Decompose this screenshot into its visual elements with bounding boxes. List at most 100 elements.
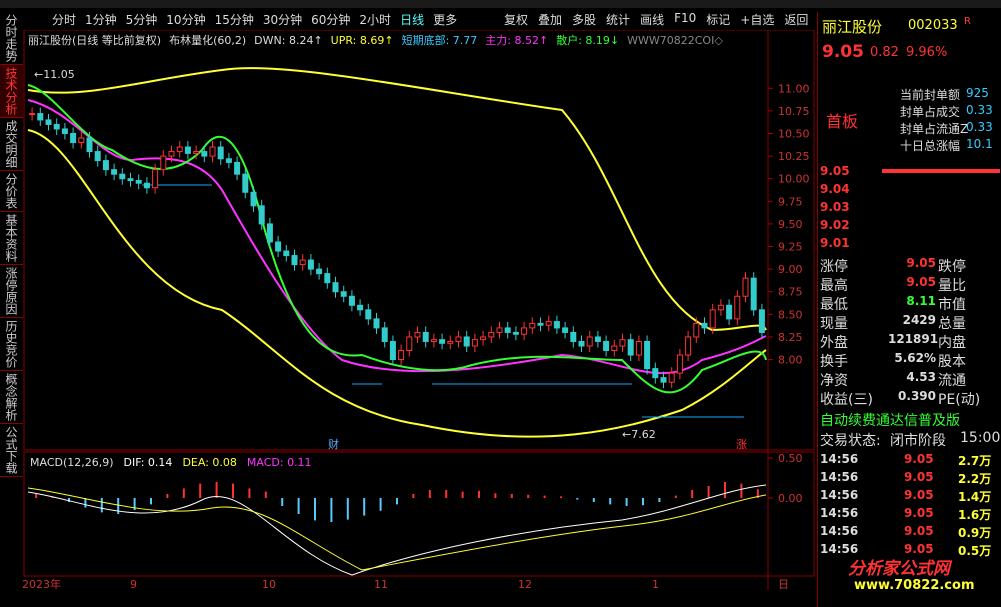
side-tab[interactable]: 概念解析 bbox=[0, 371, 23, 424]
candle-body bbox=[685, 336, 692, 356]
side-tabs: 分时走势 技术分析 成交明细 分价表 基本资料 涨停原因 历史竞价 概念解析 公式下载 bbox=[0, 12, 23, 477]
stock-code: 002033 bbox=[908, 18, 958, 33]
candle-body bbox=[693, 322, 700, 338]
y-tick-label: 10.25 bbox=[778, 150, 810, 163]
side-tab[interactable]: 成交明细 bbox=[0, 118, 23, 171]
trade-cell: 9.05 bbox=[904, 452, 934, 466]
stat-label: 总量 bbox=[938, 316, 966, 332]
candle-body bbox=[750, 277, 757, 311]
toolbar-button[interactable]: 2小时 bbox=[359, 13, 392, 27]
candle-body bbox=[357, 304, 364, 311]
toolbar-button[interactable]: 1分钟 bbox=[85, 13, 117, 27]
candle-body bbox=[668, 372, 675, 383]
macd-frame bbox=[23, 451, 815, 577]
toolbar-button[interactable]: F10 bbox=[674, 11, 697, 25]
side-tab[interactable]: 历史竞价 bbox=[0, 318, 23, 371]
candle-body bbox=[266, 223, 273, 243]
candle-body bbox=[37, 113, 44, 121]
candle-body bbox=[414, 331, 421, 338]
candle-body bbox=[594, 336, 601, 342]
side-tab[interactable]: 技术分析 bbox=[0, 65, 23, 118]
candle-body bbox=[709, 309, 716, 329]
side-tab[interactable]: 分时走势 bbox=[0, 12, 23, 65]
indicator-line bbox=[27, 67, 767, 332]
top-strip bbox=[0, 0, 1001, 8]
legend-entry: 丽江股份(日线 等比前复权) bbox=[28, 33, 161, 47]
trade-cell: 0.9万 bbox=[958, 526, 992, 540]
legend-entry: MACD(12,26,9) bbox=[30, 456, 114, 469]
toolbar-button[interactable]: 返回 bbox=[784, 13, 809, 27]
stat-label: 股本 bbox=[938, 354, 966, 370]
candle-body bbox=[381, 327, 388, 342]
trade-cell: 14:56 bbox=[820, 506, 859, 520]
candle-body bbox=[480, 336, 487, 341]
toolbar-button[interactable]: 日线 bbox=[400, 13, 425, 27]
indicator-line bbox=[27, 99, 767, 375]
banner: 自动续费通达信普及版 bbox=[820, 413, 960, 429]
toolbar-button[interactable]: +自选 bbox=[740, 13, 775, 27]
toolbar-button[interactable]: 更多 bbox=[433, 13, 458, 27]
candle-body bbox=[86, 137, 93, 153]
candle-body bbox=[373, 318, 380, 329]
toolbar-button[interactable]: 分时 bbox=[52, 13, 77, 27]
side-tab[interactable]: 公式下载 bbox=[0, 424, 23, 477]
toolbar-button[interactable]: 10分钟 bbox=[166, 13, 206, 27]
candle-body bbox=[160, 155, 167, 171]
candle-body bbox=[570, 331, 577, 342]
candle-body bbox=[275, 241, 282, 252]
legend-entry: 短期底部: 7.77 bbox=[402, 33, 478, 47]
candle-body bbox=[422, 331, 429, 342]
side-tab[interactable]: 分价表 bbox=[0, 171, 23, 212]
x-axis-label: 1 bbox=[652, 578, 659, 591]
candle-body bbox=[61, 128, 68, 134]
x-axis-label: 10 bbox=[262, 578, 276, 591]
toolbar-button[interactable]: 标记 bbox=[706, 13, 731, 27]
stat-label: 市值 bbox=[938, 297, 966, 313]
side-tab[interactable]: 基本资料 bbox=[0, 212, 23, 265]
stat-label: 收益(三) bbox=[820, 392, 873, 408]
annotation: ←7.62 bbox=[622, 428, 656, 441]
toolbar-button[interactable]: 画线 bbox=[640, 13, 665, 27]
book-price: 9.01 bbox=[820, 236, 850, 250]
trade-cell: 2.2万 bbox=[958, 472, 992, 486]
y-tick-label: 9.75 bbox=[778, 195, 803, 208]
stat-label: 最高 bbox=[820, 278, 848, 294]
toolbar-button[interactable]: 复权 bbox=[504, 13, 529, 27]
candle-body bbox=[70, 132, 77, 144]
candle-body bbox=[143, 182, 150, 189]
trade-cell: 14:56 bbox=[820, 542, 859, 556]
trade-cell: 14:56 bbox=[820, 452, 859, 466]
trade-cell: 14:56 bbox=[820, 524, 859, 538]
seal-label: 当前封单额 bbox=[900, 88, 961, 102]
side-tab[interactable]: 涨停原因 bbox=[0, 265, 23, 318]
toolbar-button[interactable]: 5分钟 bbox=[125, 13, 158, 27]
candle-body bbox=[365, 309, 372, 320]
candle-body bbox=[496, 327, 503, 333]
toolbar-button[interactable]: 30分钟 bbox=[262, 13, 303, 27]
candle-body bbox=[521, 327, 528, 335]
toolbar-button[interactable]: 15分钟 bbox=[214, 13, 254, 27]
candle-body bbox=[152, 169, 159, 189]
legend-entry: 主力: 8.52↑ bbox=[485, 34, 548, 47]
candle-body bbox=[701, 322, 708, 329]
toolbar-button[interactable]: 统计 bbox=[606, 13, 631, 27]
candle-body bbox=[734, 295, 741, 320]
candle-body bbox=[619, 339, 626, 347]
candle-body bbox=[676, 354, 683, 374]
candle-body bbox=[250, 191, 257, 207]
candle-body bbox=[627, 339, 634, 356]
toolbar-button[interactable]: 叠加 bbox=[538, 13, 563, 27]
stat-label: 量比 bbox=[938, 278, 966, 294]
candle-body bbox=[209, 146, 216, 157]
candle-body bbox=[586, 336, 593, 347]
toolbar-button[interactable]: 多股 bbox=[572, 13, 597, 27]
candle-body bbox=[635, 340, 642, 356]
stat-value: 4.53 bbox=[906, 370, 936, 384]
legend-entry: DIF: 0.14 bbox=[124, 456, 173, 469]
toolbar-button[interactable]: 60分钟 bbox=[311, 13, 351, 27]
seal-value: 0.33 bbox=[966, 120, 993, 134]
trade-cell: 9.05 bbox=[904, 524, 934, 538]
candle-body bbox=[717, 304, 724, 311]
trade-cell: 1.6万 bbox=[958, 508, 992, 522]
